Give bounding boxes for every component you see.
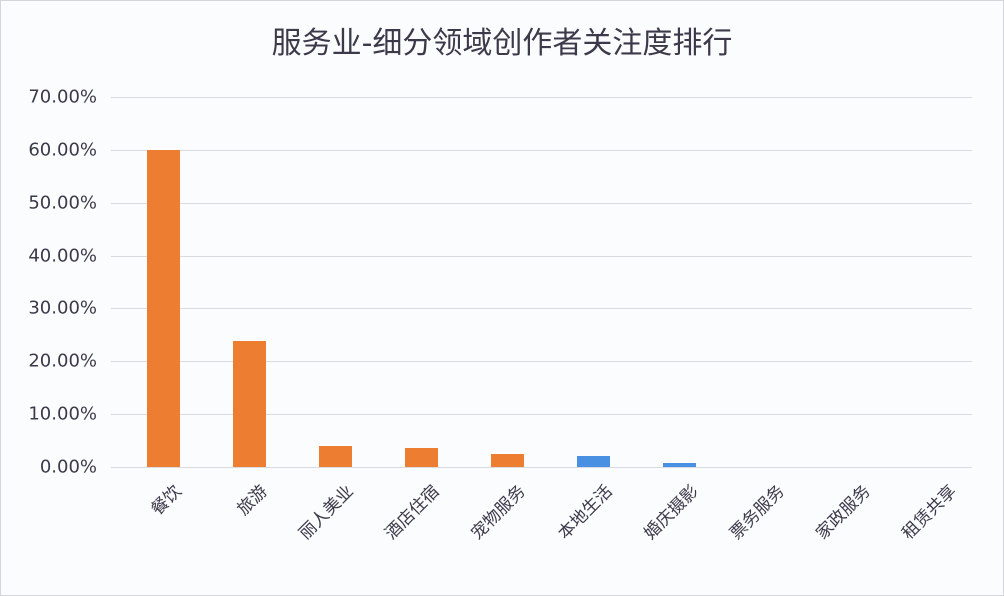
gridline — [111, 414, 972, 416]
bar-6 — [663, 462, 697, 467]
y-tick-label: 30.00% — [28, 297, 97, 319]
bar-5 — [577, 455, 611, 467]
gridline — [111, 202, 972, 204]
gridline — [111, 255, 972, 257]
gridline — [111, 308, 972, 310]
bar-3 — [404, 447, 438, 467]
gridline — [111, 361, 972, 363]
y-tick-label: 20.00% — [28, 350, 97, 372]
bar-1 — [232, 341, 266, 467]
bar-2 — [318, 446, 352, 467]
y-tick-label: 70.00% — [28, 86, 97, 108]
gridline — [111, 97, 972, 98]
chart-title: 服务业-细分领域创作者关注度排行 — [271, 26, 733, 61]
gridline — [111, 149, 972, 151]
plot-area — [111, 97, 972, 468]
bar-4 — [490, 453, 524, 467]
y-tick-label: 40.00% — [28, 245, 97, 267]
y-tick-label: 0.00% — [39, 456, 97, 478]
y-tick-label: 10.00% — [28, 403, 97, 425]
y-tick-label: 60.00% — [28, 139, 97, 161]
bar-0 — [146, 149, 180, 467]
gridline — [111, 467, 972, 468]
y-tick-label: 50.00% — [28, 192, 97, 214]
